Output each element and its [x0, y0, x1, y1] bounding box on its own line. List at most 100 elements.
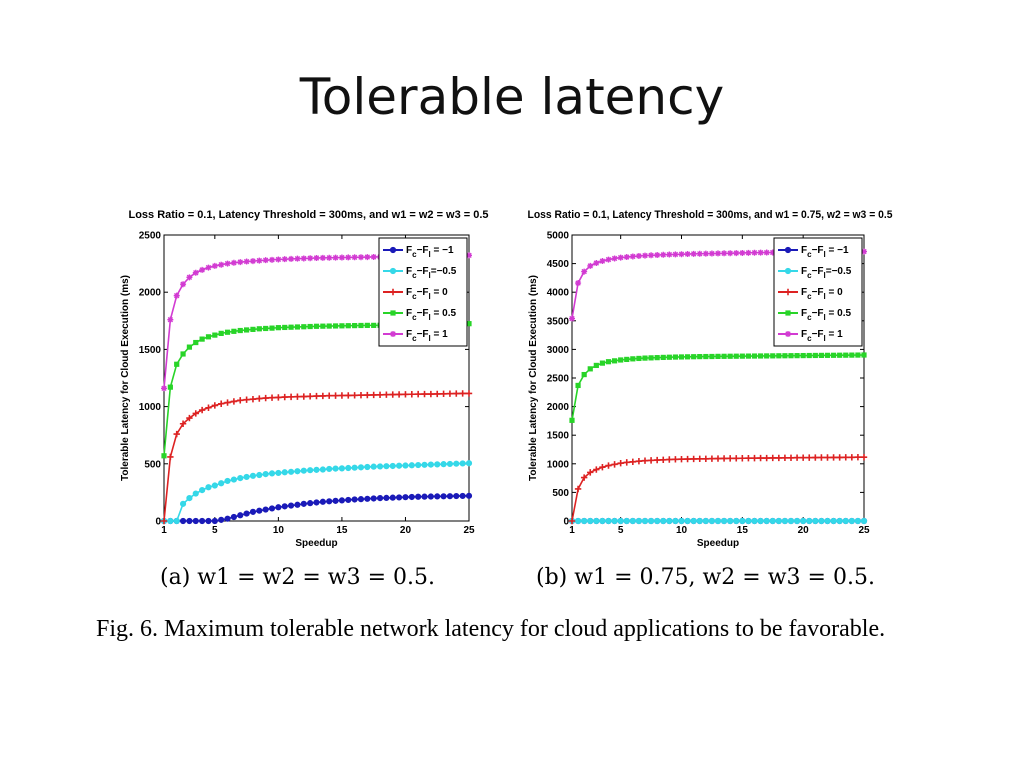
- data-point: [793, 517, 801, 525]
- data-point: [812, 454, 819, 461]
- legend-label: Fc−Fl=−0.5: [801, 266, 852, 280]
- data-point: [408, 493, 415, 501]
- data-point: [751, 249, 758, 256]
- data-point: [173, 517, 180, 525]
- data-point: [268, 470, 276, 477]
- data-point: [224, 515, 231, 522]
- data-point: [370, 391, 377, 399]
- data-point: [281, 469, 288, 476]
- data-point: [581, 517, 588, 525]
- data-point: [269, 256, 276, 263]
- data-point: [211, 482, 218, 489]
- data-point: [351, 254, 358, 261]
- data-point: [574, 485, 582, 493]
- data-point: [775, 517, 782, 525]
- data-point: [709, 353, 715, 360]
- data-point: [769, 454, 776, 462]
- data-point: [672, 517, 679, 525]
- data-point: [364, 495, 371, 502]
- data-point: [421, 493, 428, 500]
- data-point: [453, 492, 460, 500]
- data-point: [629, 517, 636, 525]
- data-point: [167, 384, 173, 390]
- data-point: [263, 325, 269, 332]
- data-point: [358, 322, 364, 329]
- data-point: [306, 393, 314, 400]
- data-point: [635, 517, 643, 525]
- data-point: [389, 462, 396, 470]
- data-point: [351, 464, 358, 471]
- data-point: [593, 517, 600, 525]
- y-tick-label: 2500: [139, 231, 162, 242]
- x-tick-label: 15: [737, 525, 749, 536]
- data-point: [326, 498, 333, 505]
- data-point: [237, 327, 243, 334]
- data-point: [769, 249, 776, 256]
- legend-marker: [390, 310, 396, 316]
- legend-marker: [784, 246, 792, 254]
- data-point: [720, 517, 728, 525]
- data-point: [605, 517, 612, 525]
- y-axis-label: Tolerable Latency for Cloud Execution (m…: [528, 275, 539, 481]
- data-point: [440, 390, 447, 397]
- data-point: [173, 292, 180, 299]
- data-point: [446, 493, 454, 500]
- data-point: [281, 503, 288, 510]
- data-point: [629, 458, 637, 465]
- data-point: [332, 392, 339, 399]
- data-point: [830, 352, 837, 358]
- data-point: [745, 249, 752, 256]
- data-point: [395, 391, 403, 398]
- data-point: [193, 339, 199, 346]
- data-point: [800, 517, 807, 525]
- data-point: [268, 505, 276, 512]
- data-point: [599, 517, 606, 525]
- data-point: [294, 501, 301, 508]
- data-point: [186, 274, 193, 281]
- data-point: [587, 469, 594, 476]
- data-point: [249, 508, 257, 515]
- data-point: [806, 517, 813, 525]
- data-point: [192, 410, 199, 417]
- data-point: [198, 406, 206, 414]
- data-point: [230, 398, 238, 405]
- legend-label: Fc−Fl = 0.5: [801, 308, 851, 322]
- data-point: [300, 467, 307, 474]
- data-point: [672, 251, 679, 258]
- data-point: [587, 517, 594, 525]
- data-point: [370, 253, 377, 260]
- data-point: [654, 355, 660, 361]
- data-point: [654, 517, 661, 525]
- data-point: [205, 517, 212, 525]
- data-point: [690, 517, 697, 525]
- y-tick-label: 3000: [547, 345, 570, 356]
- data-point: [262, 257, 269, 264]
- data-point: [281, 256, 288, 263]
- data-point: [338, 465, 346, 472]
- data-point: [249, 258, 256, 265]
- data-point: [787, 454, 795, 461]
- data-point: [205, 484, 212, 491]
- data-point: [307, 467, 314, 474]
- y-tick-label: 5000: [547, 231, 570, 242]
- data-point: [739, 455, 746, 462]
- data-point: [580, 474, 588, 481]
- data-point: [806, 454, 813, 461]
- data-point: [218, 480, 225, 487]
- data-point: [466, 321, 472, 327]
- series-0: [160, 492, 473, 525]
- data-point: [599, 464, 606, 471]
- data-point: [763, 517, 770, 525]
- data-point: [268, 394, 276, 401]
- data-point: [727, 517, 734, 525]
- data-point: [174, 361, 180, 367]
- data-point: [294, 468, 301, 475]
- data-point: [199, 517, 206, 525]
- y-tick-label: 500: [552, 488, 569, 499]
- data-point: [288, 255, 295, 262]
- data-point: [635, 252, 642, 259]
- data-point: [275, 504, 282, 511]
- data-point: [581, 268, 588, 275]
- data-point: [623, 254, 630, 261]
- data-point: [383, 391, 390, 398]
